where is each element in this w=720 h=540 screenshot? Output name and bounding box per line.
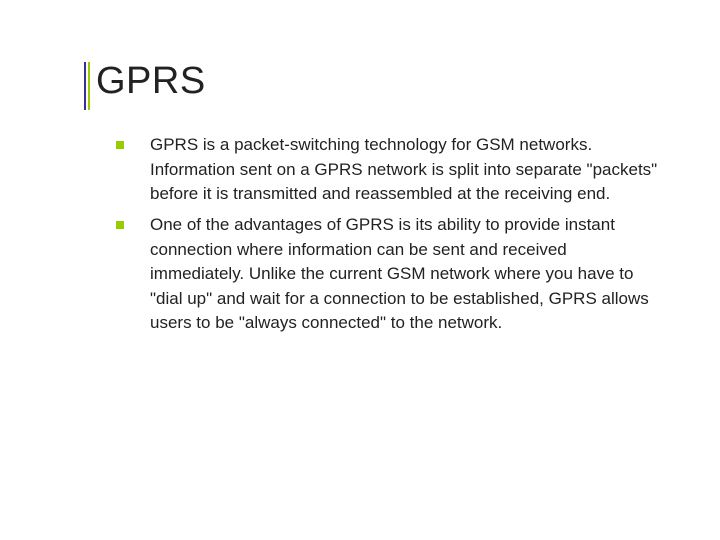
bullet-square-icon	[116, 141, 124, 149]
bullet-list: GPRS is a packet-switching technology fo…	[116, 133, 660, 336]
list-item: GPRS is a packet-switching technology fo…	[116, 133, 660, 207]
bullet-square-icon	[116, 221, 124, 229]
slide-body: GPRS is a packet-switching technology fo…	[90, 133, 660, 336]
slide: GPRS GPRS is a packet-switching technolo…	[0, 0, 720, 540]
title-accent-bar	[84, 62, 90, 110]
slide-title: GPRS	[90, 60, 660, 103]
bullet-text: GPRS is a packet-switching technology fo…	[150, 135, 657, 203]
title-wrap: GPRS	[90, 60, 660, 103]
list-item: One of the advantages of GPRS is its abi…	[116, 213, 660, 336]
bullet-text: One of the advantages of GPRS is its abi…	[150, 215, 649, 333]
